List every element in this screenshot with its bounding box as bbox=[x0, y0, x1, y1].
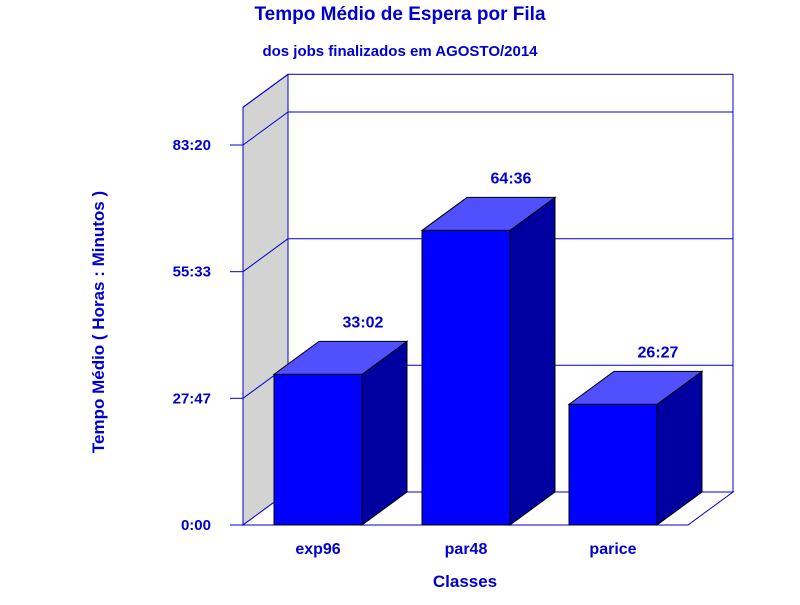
y-tick-label: 55:33 bbox=[173, 264, 211, 281]
chart-title: Tempo Médio de Espera por Fila bbox=[254, 4, 545, 25]
data-label: 33:02 bbox=[343, 314, 384, 331]
y-tick-label: 83:20 bbox=[173, 137, 211, 154]
y-tick-label: 0:00 bbox=[181, 517, 211, 534]
chart-subtitle: dos jobs finalizados em AGOSTO/2014 bbox=[262, 43, 538, 60]
gridline-diagonal bbox=[242, 111, 289, 146]
bar bbox=[421, 229, 511, 526]
bar bbox=[568, 403, 658, 526]
x-axis-label: Classes bbox=[433, 572, 497, 591]
x-tick-label: par48 bbox=[445, 541, 488, 558]
data-label: 64:36 bbox=[491, 170, 532, 187]
bar bbox=[273, 373, 363, 526]
box-edge bbox=[242, 73, 289, 108]
x-tick-label: exp96 bbox=[295, 541, 340, 558]
plot-area: 0:00 27:47 55:33 83:20 33:02 exp96 64:36 par48 2… bbox=[173, 73, 735, 558]
y-tick-label: 27:47 bbox=[173, 390, 211, 407]
data-label: 26:27 bbox=[638, 344, 679, 361]
gridline-diagonal bbox=[242, 238, 289, 273]
y-axis-label: Tempo Médio ( Horas : Minutos ) bbox=[89, 191, 108, 453]
bar-side bbox=[509, 196, 556, 526]
x-tick-label: parice bbox=[589, 541, 636, 558]
